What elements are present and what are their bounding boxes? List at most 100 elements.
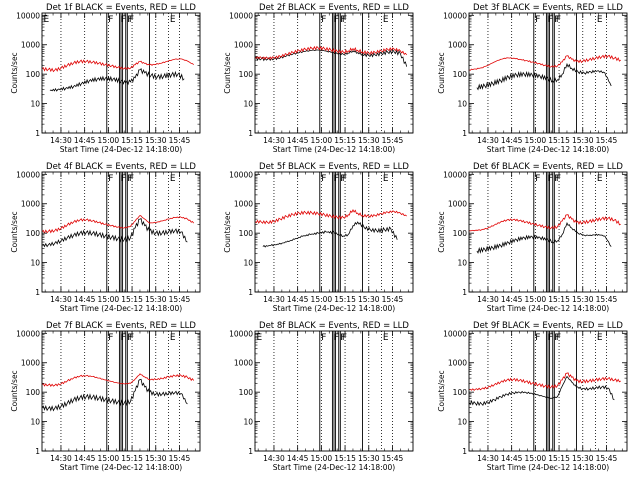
y-tick-label: 1000 bbox=[234, 41, 253, 50]
marker-label: F bbox=[121, 174, 126, 184]
y-tick-label: 1000 bbox=[21, 41, 40, 50]
x-tick-label: 15:00 bbox=[311, 136, 333, 145]
x-tick-label: 14:30 bbox=[50, 136, 72, 145]
marker-label: F bbox=[108, 333, 113, 343]
lld-series-line bbox=[468, 54, 621, 71]
y-tick-label: 10 bbox=[30, 100, 40, 109]
marker-label: F bbox=[556, 333, 561, 343]
x-axis-label: Start Time (24-Dec-12 14:18:00) bbox=[487, 145, 609, 154]
x-tick-label: 15:00 bbox=[311, 295, 333, 304]
y-axis-label: Counts/sec bbox=[10, 211, 19, 252]
x-axis-label: Start Time (24-Dec-12 14:18:00) bbox=[60, 304, 182, 313]
marker-label: F bbox=[535, 174, 540, 184]
y-tick-label: 10000 bbox=[443, 329, 467, 338]
x-tick-label: 14:45 bbox=[74, 136, 96, 145]
y-tick-label: 1 bbox=[462, 288, 467, 297]
y-tick-label: 100 bbox=[453, 229, 468, 238]
x-tick-label: 15:30 bbox=[358, 454, 380, 463]
marker-label: E bbox=[170, 15, 176, 25]
panel-title: Det 6f BLACK = Events, RED = LLD bbox=[473, 162, 623, 172]
y-tick-label: 100 bbox=[453, 70, 468, 79]
plot-frame bbox=[254, 171, 414, 293]
plot-frame bbox=[41, 330, 201, 452]
x-tick-label: 15:30 bbox=[572, 295, 594, 304]
y-tick-label: 10000 bbox=[16, 11, 40, 20]
plot-frame bbox=[254, 12, 414, 134]
x-tick-label: 15:00 bbox=[98, 295, 120, 304]
events-series-line bbox=[262, 221, 398, 248]
panel-title: Det 3f BLACK = Events, RED = LLD bbox=[473, 3, 623, 13]
lld-series-line bbox=[41, 215, 195, 234]
x-tick-label: 15:30 bbox=[358, 136, 380, 145]
x-tick-label: 14:45 bbox=[501, 136, 523, 145]
y-axis-label: Counts/sec bbox=[437, 211, 446, 252]
y-tick-label: 1000 bbox=[234, 359, 253, 368]
events-series-line bbox=[476, 222, 612, 254]
x-tick-label: 15:30 bbox=[572, 454, 594, 463]
x-tick-label: 15:30 bbox=[572, 136, 594, 145]
plot-frame bbox=[254, 330, 414, 452]
x-tick-label: 14:30 bbox=[50, 295, 72, 304]
y-tick-label: 10000 bbox=[229, 170, 253, 179]
y-tick-label: 1 bbox=[248, 288, 253, 297]
x-tick-label: 15:15 bbox=[121, 136, 143, 145]
x-tick-label: 14:30 bbox=[50, 454, 72, 463]
y-tick-label: 10000 bbox=[229, 11, 253, 20]
marker-label: F bbox=[108, 15, 113, 25]
y-tick-label: 10000 bbox=[443, 11, 467, 20]
plot-frame bbox=[468, 12, 628, 134]
y-tick-label: 10 bbox=[457, 418, 467, 427]
x-tick-label: 14:30 bbox=[477, 454, 499, 463]
y-tick-label: 1 bbox=[248, 447, 253, 456]
marker-label: F bbox=[548, 333, 553, 343]
x-tick-label: 15:30 bbox=[145, 136, 167, 145]
x-tick-label: 15:15 bbox=[121, 295, 143, 304]
x-tick-label: 14:45 bbox=[287, 295, 309, 304]
x-tick-label: 15:30 bbox=[145, 454, 167, 463]
y-tick-label: 10000 bbox=[16, 329, 40, 338]
marker-label: E bbox=[170, 333, 176, 343]
y-axis-label: Counts/sec bbox=[10, 52, 19, 93]
x-tick-label: 15:45 bbox=[169, 295, 191, 304]
y-tick-label: 10000 bbox=[229, 329, 253, 338]
plot-frame bbox=[41, 171, 201, 293]
events-series-line bbox=[476, 62, 612, 91]
marker-label: E bbox=[383, 333, 389, 343]
lld-series-line bbox=[41, 58, 194, 73]
events-series-line bbox=[49, 68, 185, 92]
marker-label: F bbox=[548, 174, 553, 184]
marker-label: E bbox=[383, 15, 389, 25]
plot-frame bbox=[41, 12, 201, 134]
marker-label: F bbox=[554, 333, 559, 343]
marker-label: F bbox=[321, 174, 326, 184]
y-tick-label: 1 bbox=[35, 288, 40, 297]
marker-label: F bbox=[342, 174, 347, 184]
marker-label: E bbox=[170, 174, 176, 184]
x-tick-label: 15:15 bbox=[334, 454, 356, 463]
x-tick-label: 15:45 bbox=[382, 136, 404, 145]
marker-label: E bbox=[383, 174, 389, 184]
panel-title: Det 7f BLACK = Events, RED = LLD bbox=[46, 321, 196, 331]
x-tick-label: 15:00 bbox=[525, 295, 547, 304]
x-tick-label: 14:45 bbox=[501, 454, 523, 463]
y-axis-label: Counts/sec bbox=[223, 52, 232, 93]
x-axis-label: Start Time (24-Dec-12 14:18:00) bbox=[60, 145, 182, 154]
x-axis-label: Start Time (24-Dec-12 14:18:00) bbox=[273, 145, 395, 154]
y-tick-label: 10 bbox=[457, 100, 467, 109]
x-tick-label: 15:30 bbox=[145, 295, 167, 304]
x-axis-label: Start Time (24-Dec-12 14:18:00) bbox=[60, 463, 182, 472]
y-tick-label: 100 bbox=[26, 70, 41, 79]
y-tick-label: 1 bbox=[462, 129, 467, 138]
x-tick-label: 14:30 bbox=[477, 295, 499, 304]
x-axis-label: Start Time (24-Dec-12 14:18:00) bbox=[273, 463, 395, 472]
y-tick-label: 100 bbox=[26, 388, 41, 397]
lld-series-line bbox=[254, 45, 408, 60]
x-tick-label: 14:30 bbox=[263, 136, 285, 145]
x-tick-label: 15:45 bbox=[382, 295, 404, 304]
